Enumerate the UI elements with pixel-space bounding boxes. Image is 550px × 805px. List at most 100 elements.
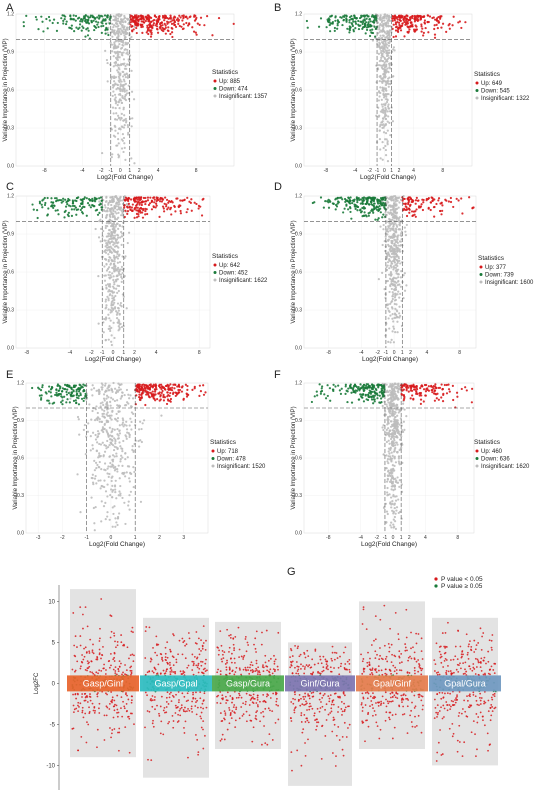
point-up [394,29,398,32]
point-insignificant [91,409,94,413]
point-insignificant [395,509,398,512]
point-down [58,389,61,392]
point-insignificant [392,225,395,228]
point-insignificant [108,277,111,280]
legend-marker [213,79,217,83]
point-down [73,30,76,33]
point-insignificant [109,309,113,312]
point-down [339,16,342,19]
point-insignificant [103,279,107,282]
point-insignificant [117,15,121,18]
point-insignificant [379,123,382,126]
point-insignificant [394,298,398,302]
point-down [367,15,370,18]
point-insignificant [116,197,119,200]
point-up [130,206,133,209]
point-insignificant [130,90,134,93]
point-up [158,391,161,394]
point-insignificant [116,252,119,256]
point-down [65,401,68,404]
point-down [329,399,332,402]
y-tick-label: 1.2 [7,194,14,200]
point-down [313,395,316,398]
point-up [433,390,436,393]
y-tick-label: 0.0 [17,531,24,537]
point-insignificant [128,465,131,468]
point-down [70,208,73,211]
point-down [34,15,37,19]
point-insignificant [99,479,102,482]
point-insignificant [381,117,385,120]
point-up [460,387,463,391]
point-insignificant [125,437,128,440]
point-insignificant [392,229,396,232]
point-insignificant [123,90,126,93]
point-insignificant [106,61,109,65]
point-insignificant [97,479,100,482]
point-down [52,18,56,21]
point-insignificant [380,53,384,56]
point-insignificant [107,201,110,205]
point-up [211,34,214,37]
point-insignificant [380,37,383,40]
point-insignificant [388,442,391,445]
point-insignificant [120,147,124,150]
point-insignificant [381,271,384,274]
point-insignificant [104,490,108,493]
point-insignificant [118,323,121,326]
point-insignificant [390,50,394,53]
point-insignificant [117,325,120,328]
point-insignificant [114,45,117,48]
point-up [405,17,408,20]
point-up [217,16,221,20]
point-insignificant [381,55,384,58]
point-down [371,384,375,387]
point-down [83,397,86,400]
point-insignificant [387,62,391,65]
point-down [84,392,87,395]
point-insignificant [111,525,114,528]
point-insignificant [377,38,380,41]
point-insignificant [395,281,398,284]
point-insignificant [104,49,107,52]
point-up [170,200,173,203]
point-insignificant [385,95,388,98]
point-insignificant [119,83,122,86]
point-down [328,18,331,21]
point-insignificant [125,307,128,310]
point-up [185,21,188,25]
legend-entry: Up: 885 [219,79,241,85]
point-up [164,24,167,27]
point-insignificant [382,126,385,129]
point-insignificant [123,146,126,149]
point-up [398,21,401,24]
point-insignificant [109,293,112,296]
x-tick-label: -8 [25,350,30,356]
point-insignificant [398,510,402,513]
point-insignificant [385,403,388,406]
point-insignificant [133,162,136,165]
point-insignificant [108,317,111,320]
point-down [40,394,43,397]
point-down [86,34,90,37]
point-up [144,403,147,407]
point-insignificant [392,249,395,252]
point-down [79,198,82,201]
point-insignificant [104,501,107,504]
point-insignificant [119,388,122,391]
point-down [52,401,56,404]
point-up [139,23,142,26]
point-up [403,35,406,38]
point-insignificant [119,89,122,93]
point-insignificant [140,427,143,431]
point-down [46,213,49,216]
point-down [371,387,375,391]
point-down [328,23,331,27]
point-insignificant [388,267,391,270]
point-up [415,384,418,388]
point-down [356,197,359,201]
point-up [157,16,161,19]
point-insignificant [124,522,127,526]
point-insignificant [98,466,101,469]
point-insignificant [93,459,96,462]
